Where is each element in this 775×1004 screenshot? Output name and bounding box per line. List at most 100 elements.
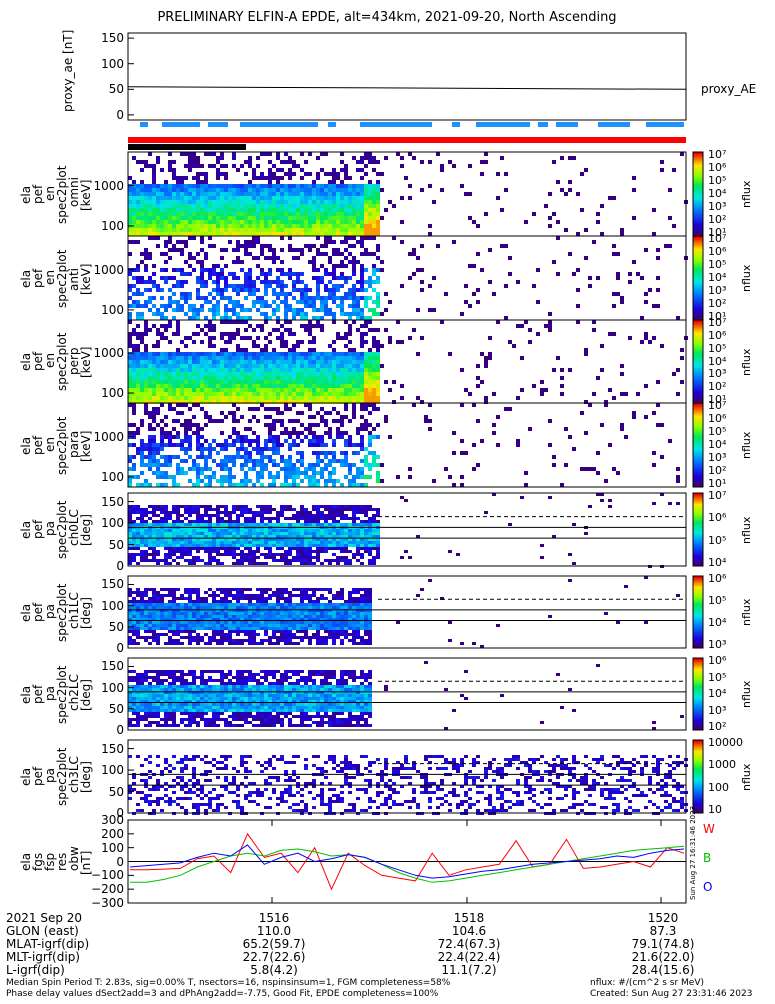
spectrogram-cell [320,200,324,204]
spectrogram-cell [172,332,176,336]
spectrogram-cell [284,392,288,396]
spectrogram-cell [216,376,220,380]
spectrogram-cell [340,200,344,204]
spectrogram-cell [248,556,252,559]
spectrogram-cell [316,308,320,312]
spectrogram-cell [548,320,552,324]
spectrogram-cell [184,364,188,368]
spectrogram-cell [208,188,212,192]
spectrogram-cell [292,172,296,176]
spectrogram-cell [644,248,648,252]
spectrogram-cell [660,455,664,459]
spectrogram-cell [248,419,252,423]
spectrogram-cell [332,380,336,384]
spectrogram-cell [132,396,136,400]
spectrogram-cell [360,224,364,228]
spectrogram-cell [224,376,228,380]
spectrogram-cell [224,172,228,176]
spectrogram-cell [128,520,132,523]
spectrogram-cell [128,192,132,196]
spectrogram-cell [464,451,468,455]
spectrogram-cell [220,204,224,208]
spectrogram-cell [288,272,292,276]
spectrogram-cell [284,439,288,443]
spectrogram-cell [216,276,220,280]
spectrogram-cell [216,380,220,384]
spectrogram-cell [256,344,260,348]
spectrogram-cell [204,324,208,328]
spectrogram-cell [232,224,236,228]
spectrogram-cell [276,384,280,388]
spectrogram-cell [344,443,348,447]
spectrogram-cell [340,535,344,538]
spectrogram-cell [176,431,180,435]
spectrogram-cell [232,439,236,443]
spectrogram-cell [324,204,328,208]
spectrogram-cell [268,396,272,400]
spectrogram-cell [128,514,132,517]
spectrogram-cell [276,451,280,455]
spectrogram-cell [332,296,336,300]
spectrogram-cell [148,467,152,471]
spectrogram-cell [316,364,320,368]
spectrogram-cell [600,499,604,502]
spectrogram-cell [428,232,432,236]
spectrogram-cell [160,475,164,479]
spectrogram-cell [352,517,356,520]
spectrogram-cell [368,276,372,280]
spectrogram-cell [160,368,164,372]
spectrogram-cell [148,451,152,455]
spectrogram-cell [152,220,156,224]
spectrogram-cell [324,296,328,300]
spectrogram-cell [164,244,168,248]
spectrogram-cell [180,380,184,384]
spectrogram-cell [316,280,320,284]
spectrogram-cell [212,471,216,475]
spectrogram-cell [228,316,232,320]
colorbar [693,493,703,567]
spectrogram-cell [332,172,336,176]
spectrogram-cell [148,188,152,192]
spectrogram-cell [276,407,280,411]
spectrogram-cell [484,152,488,156]
spectrogram-cell [652,411,656,415]
spectrogram-cell [344,415,348,419]
spectrogram-cell [344,192,348,196]
spectrogram-cell [188,232,192,236]
spectrogram-cell [252,368,256,372]
spectrogram-cell [352,236,356,240]
spectrogram-cell [372,535,376,538]
spectrogram-cell [276,535,280,538]
spectrogram-cell [152,447,156,451]
spectrogram-cell [264,196,268,200]
spectrogram-cell [248,384,252,388]
spectrogram-cell [368,372,372,376]
spectrogram-cell [336,384,340,388]
spectrogram-cell [356,541,360,544]
spectrogram-cell [380,172,384,176]
spectrogram-cell [288,224,292,228]
spectrogram-cell [244,252,248,256]
spectrogram-cell [304,172,308,176]
spectrogram-cell [224,511,228,514]
spectrogram-cell [340,304,344,308]
spectrogram-cell [276,224,280,228]
spectrogram-cell [340,431,344,435]
spectrogram-cell [332,419,336,423]
spectrogram-cell [600,368,604,372]
spectrogram-cell [220,475,224,479]
spectrogram-cell [160,304,164,308]
spectrogram-cell [204,200,208,204]
spectrogram-cell [224,248,228,252]
spectrogram-cell [224,368,228,372]
spectrogram-cell [216,520,220,523]
spectrogram-cell [208,196,212,200]
spectrogram-cell [208,360,212,364]
spectrogram-cell [252,364,256,368]
spectrogram-cell [260,172,264,176]
spectrogram-cell [284,431,288,435]
spectrogram-cell [180,152,184,156]
spectrogram-cell [144,392,148,396]
spectrogram-cell [328,360,332,364]
spectrogram-cell [204,388,208,392]
